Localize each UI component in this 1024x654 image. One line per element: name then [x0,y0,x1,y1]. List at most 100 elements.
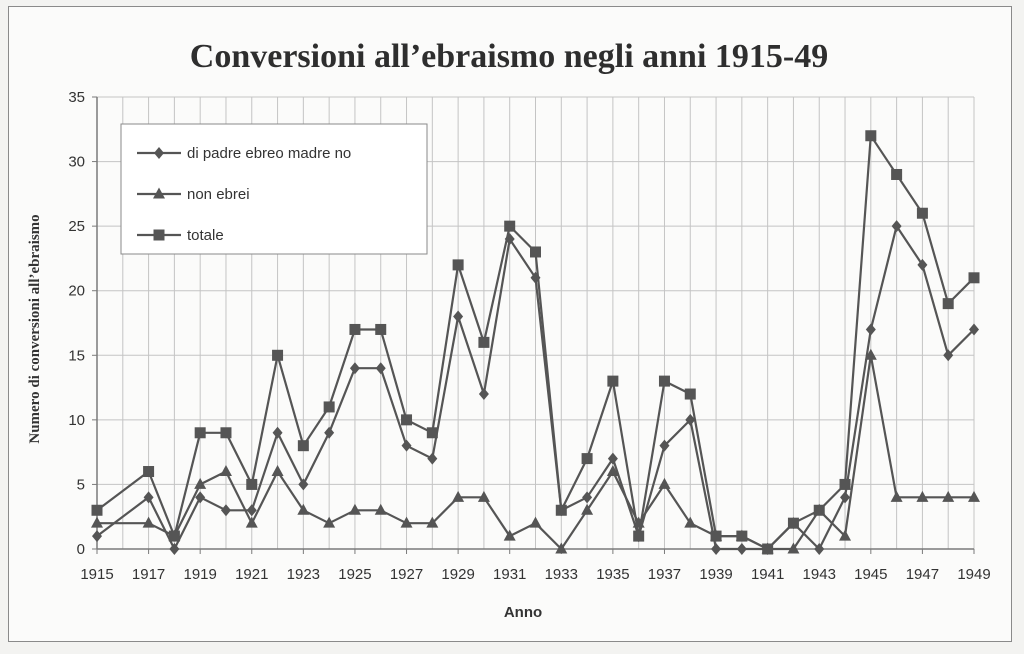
data-point-triangle [632,516,645,528]
data-point-diamond [840,491,851,504]
x-tick-label: 1929 [441,566,474,583]
data-point-diamond [814,543,825,555]
data-point-diamond [685,413,696,426]
legend-label-diamond: di padre ebreo madre no [187,145,351,162]
data-point-square [168,530,180,542]
x-axis-label: Anno [504,604,542,621]
data-point-diamond [478,388,489,401]
x-tick-label: 1943 [803,566,836,583]
data-point-square [555,504,567,516]
x-tick-label: 1947 [906,566,939,583]
data-point-square [787,517,799,529]
data-point-square [297,440,309,452]
data-point-diamond [220,504,231,517]
data-point-diamond [92,530,102,543]
y-tick-label: 0 [77,541,85,558]
data-point-triangle [606,465,619,477]
data-point-triangle [555,542,568,554]
data-point-triangle [839,529,852,541]
legend-label-square: totale [187,227,224,244]
data-point-square [916,207,928,219]
data-point-square [426,427,438,439]
data-point-square [220,427,232,439]
data-point-square [839,478,851,490]
data-point-square [375,323,387,335]
data-point-square [942,298,954,310]
data-point-diamond [582,491,593,504]
data-point-diamond [375,362,386,375]
x-tick-label: 1933 [545,566,578,583]
data-point-diamond [736,543,747,555]
data-point-square [401,414,413,426]
data-point-triangle [194,477,207,489]
data-point-diamond [427,452,438,465]
data-point-triangle [968,490,980,502]
data-point-triangle [503,529,516,541]
data-point-square [762,543,774,555]
data-point-diamond [453,310,464,323]
x-tick-label: 1919 [183,566,216,583]
data-point-triangle [916,490,929,502]
data-point-triangle [477,490,490,502]
data-point-triangle [684,516,697,528]
data-point-square [91,504,103,516]
data-point-triangle [787,542,800,554]
data-point-square [736,530,748,542]
series-line-square [96,134,975,551]
data-point-triangle [529,516,542,528]
data-point-diamond [195,491,206,504]
data-point-triangle [658,477,671,489]
data-point-square [478,336,490,348]
data-point-diamond [969,323,979,336]
data-point-triangle [374,503,387,515]
chart-frame: Conversioni all’ebraismo negli anni 1915… [8,6,1012,642]
data-point-triangle [426,516,439,528]
x-tick-label: 1941 [751,566,784,583]
data-point-diamond [917,258,928,271]
data-point-square [633,530,645,542]
data-point-triangle [245,516,258,528]
legend-label-triangle: non ebrei [187,186,250,203]
y-ticks: 0 5 10 15 20 25 30 35 [68,89,85,558]
y-tick-label: 25 [68,218,85,235]
data-point-diamond [943,349,954,362]
x-ticks: 1915 1917 1919 1921 1923 1925 1927 1929 1931 1933… [80,566,990,583]
data-point-diamond [711,543,722,555]
data-point-triangle [219,465,232,477]
data-point-square [968,272,980,284]
data-point-square [684,388,696,400]
data-point-diamond [169,543,180,555]
x-tick-label: 1931 [493,566,526,583]
series-triangle [91,348,980,554]
line-chart: Conversioni all’ebraismo negli anni 1915… [27,38,991,621]
x-tick-label: 1925 [338,566,371,583]
data-point-square [272,349,284,361]
data-point-diamond [865,323,876,336]
data-point-square [194,427,206,439]
x-tick-label: 1935 [596,566,629,583]
series-line-triangle [97,354,974,551]
x-tick-label: 1945 [854,566,887,583]
data-point-triangle [271,465,284,477]
y-tick-label: 20 [68,283,85,300]
data-point-square [530,246,541,258]
data-point-triangle [91,516,103,528]
data-point-square [143,466,155,478]
x-tick-label: 1915 [80,566,113,583]
data-point-diamond [246,504,257,517]
y-tick-label: 15 [68,347,85,364]
data-point-triangle [942,490,955,502]
legend-marker-diamond [154,147,164,159]
x-tick-label: 1921 [235,566,268,583]
y-tick-label: 35 [68,89,85,106]
legend: di padre ebreo madre no non ebrei totale [120,123,428,255]
series-square [91,130,980,555]
data-point-square [710,530,722,542]
chart-title: Conversioni all’ebraismo negli anni 1915… [190,38,828,75]
data-point-diamond [143,491,154,504]
data-point-square [323,401,335,413]
series-group [91,130,980,555]
x-tick-label: 1917 [132,566,165,583]
data-point-diamond [659,439,670,452]
x-tick-label: 1949 [957,566,990,583]
